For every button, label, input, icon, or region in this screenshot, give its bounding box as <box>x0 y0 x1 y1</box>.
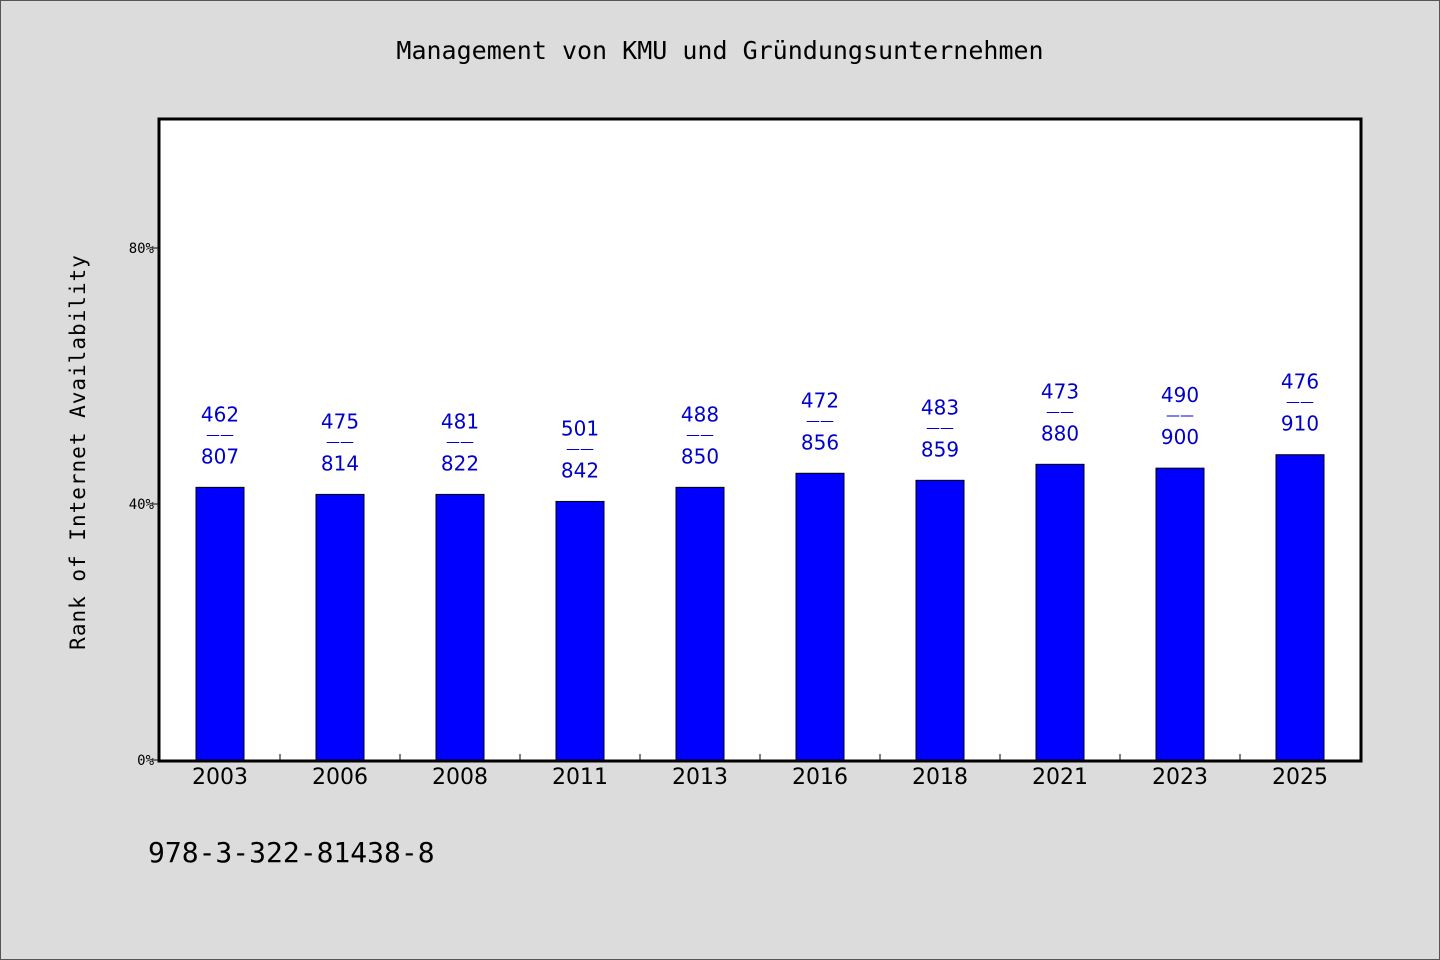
data-label-bottom: 910 <box>1281 412 1319 436</box>
data-label-separator: —— <box>326 434 354 450</box>
data-label-separator: —— <box>1166 408 1194 424</box>
data-label-bottom: 807 <box>201 444 239 468</box>
data-label-separator: —— <box>806 413 834 429</box>
data-label-top: 483 <box>921 395 959 419</box>
data-label-separator: —— <box>686 427 714 443</box>
data-label-top: 501 <box>561 416 599 440</box>
data-label-separator: —— <box>1286 395 1314 411</box>
bar <box>915 479 965 761</box>
data-label-separator: —— <box>566 441 594 457</box>
y-tick-label: 80% <box>129 241 155 257</box>
y-ticks: 0% 40% 80% <box>129 241 160 769</box>
data-label-bottom: 859 <box>921 437 959 461</box>
bar <box>315 493 365 761</box>
data-label-bottom: 822 <box>441 451 479 475</box>
bar <box>1155 467 1205 761</box>
bar <box>195 486 245 761</box>
x-tick-label: 2003 <box>192 765 248 790</box>
bar <box>1275 454 1325 761</box>
data-label-separator: —— <box>926 420 954 436</box>
data-label-top: 490 <box>1161 383 1199 407</box>
x-tick-label: 2011 <box>552 765 608 790</box>
data-label-top: 476 <box>1281 370 1319 394</box>
x-tick-label: 2018 <box>912 765 968 790</box>
data-label-top: 462 <box>201 402 239 426</box>
y-tick-label: 40% <box>129 497 155 513</box>
data-label-separator: —— <box>206 427 234 443</box>
data-label-bottom: 856 <box>801 430 839 454</box>
x-tick-label: 2023 <box>1152 765 1208 790</box>
y-tick-label: 0% <box>137 753 154 769</box>
data-label-top: 481 <box>441 409 479 433</box>
bar <box>555 500 605 761</box>
data-label-bottom: 900 <box>1161 425 1199 449</box>
data-label-separator: —— <box>1046 404 1074 420</box>
data-label-top: 473 <box>1041 379 1079 403</box>
x-ticks: 2003 2006 2008 2011 2013 2016 2018 2021 2023 2025 <box>192 754 1328 790</box>
x-tick-label: 2016 <box>792 765 848 790</box>
data-label-separator: —— <box>446 434 474 450</box>
bar <box>675 486 725 761</box>
isbn-code: 978-3-322-81438-8 <box>148 836 435 869</box>
data-label-bottom: 850 <box>681 444 719 468</box>
data-label-top: 475 <box>321 409 359 433</box>
x-tick-label: 2025 <box>1272 765 1328 790</box>
bar <box>1035 463 1085 761</box>
data-label-bottom: 880 <box>1041 421 1079 445</box>
data-labels: 462——807475——814481——822501——842488——850… <box>201 370 1319 483</box>
data-label-bottom: 814 <box>321 451 359 475</box>
data-label-top: 472 <box>801 388 839 412</box>
bars <box>195 454 1325 761</box>
x-tick-label: 2008 <box>432 765 488 790</box>
bar <box>795 472 845 761</box>
x-tick-label: 2006 <box>312 765 368 790</box>
x-tick-label: 2021 <box>1032 765 1088 790</box>
x-tick-label: 2013 <box>672 765 728 790</box>
data-label-bottom: 842 <box>561 458 599 482</box>
chart-title: Management von KMU und Gründungsunterneh… <box>396 36 1044 65</box>
bar <box>435 493 485 761</box>
data-label-top: 488 <box>681 402 719 426</box>
